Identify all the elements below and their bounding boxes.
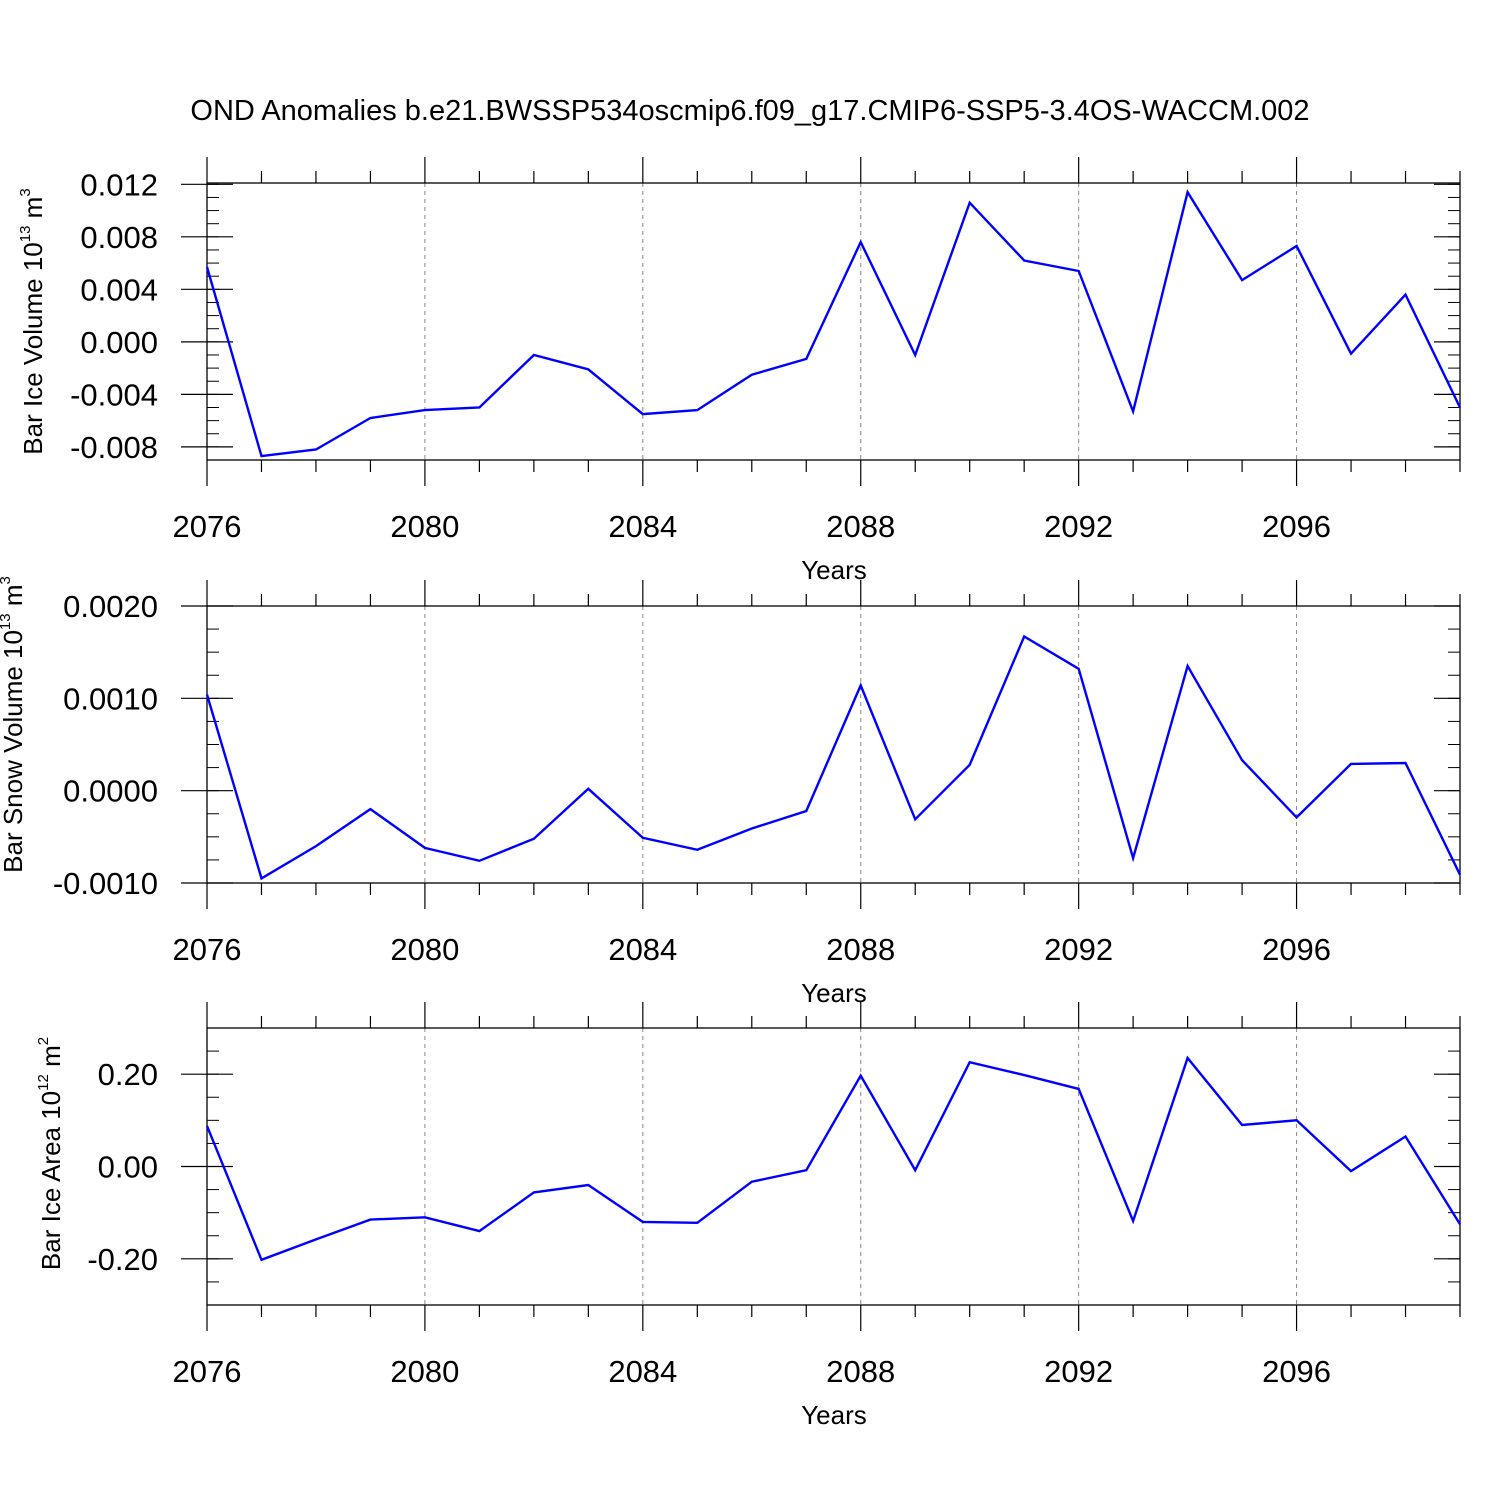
- y-tick-label: 0.0010: [63, 681, 158, 716]
- x-tick-label: 2080: [390, 509, 459, 544]
- chart-panel-3: 0.20 0.00 -0.20 2076 2080 2084 2088 2092 2096 Yea…: [35, 1002, 1462, 1430]
- x-tick-label: 2096: [1262, 509, 1331, 544]
- plot-frame: [206, 1027, 1461, 1306]
- y-tick-label: 0.000: [80, 325, 158, 360]
- y-tick-label: 0.00: [98, 1150, 158, 1185]
- series-line: [205, 1055, 1462, 1262]
- chart-panel-2: 0.0020 0.0010 0.0000 -0.0010 2076 2080 2084 208…: [0, 576, 1462, 1008]
- plot-frame: [206, 605, 1461, 884]
- x-tick-label: 2084: [608, 509, 677, 544]
- x-tick-label: 2080: [390, 1354, 459, 1389]
- x-tick-label: 2088: [826, 1354, 895, 1389]
- y-tick-label: 0.004: [80, 272, 158, 307]
- y-tick-label: -0.0010: [53, 866, 158, 901]
- series-line: [205, 634, 1462, 881]
- y-tick-label: 0.0000: [63, 774, 158, 809]
- x-tick-label: 2092: [1044, 932, 1113, 967]
- y-axis-title: Bar Ice Volume 1013 m3: [17, 188, 48, 454]
- x-axis-title: Years: [801, 555, 867, 585]
- x-tick-label: 2076: [173, 1354, 242, 1389]
- y-tick-label: 0.20: [98, 1057, 158, 1092]
- x-tick-label: 2096: [1262, 932, 1331, 967]
- y-tick-label: -0.004: [70, 377, 158, 412]
- x-tick-label: 2092: [1044, 509, 1113, 544]
- y-axis-title: Bar Ice Area 1012 m2: [35, 1037, 66, 1270]
- x-tick-label: 2080: [390, 932, 459, 967]
- y-tick-label: 0.0020: [63, 589, 158, 624]
- x-tick-label: 2084: [608, 932, 677, 967]
- x-tick-label: 2088: [826, 932, 895, 967]
- y-tick-label: -0.008: [70, 430, 158, 465]
- chart-panel-1: 0.012 0.008 0.004 0.000 -0.004 -0.008 2076 2080…: [17, 157, 1462, 585]
- y-tick-label: 0.008: [80, 220, 158, 255]
- x-tick-label: 2096: [1262, 1354, 1331, 1389]
- plot-frame: [206, 182, 1461, 461]
- x-tick-label: 2076: [173, 509, 242, 544]
- x-tick-label: 2076: [173, 932, 242, 967]
- series-line: [205, 189, 1462, 458]
- y-tick-label: -0.20: [87, 1242, 158, 1277]
- x-tick-label: 2084: [608, 1354, 677, 1389]
- x-axis-title: Years: [801, 978, 867, 1008]
- chart-title: OND Anomalies b.e21.BWSSP534oscmip6.f09_…: [190, 95, 1309, 127]
- y-tick-label: 0.012: [80, 167, 158, 202]
- x-axis-title: Years: [801, 1400, 867, 1430]
- x-tick-label: 2088: [826, 509, 895, 544]
- y-axis-title: Bar Snow Volume 1013 m3: [0, 576, 28, 873]
- x-tick-label: 2092: [1044, 1354, 1113, 1389]
